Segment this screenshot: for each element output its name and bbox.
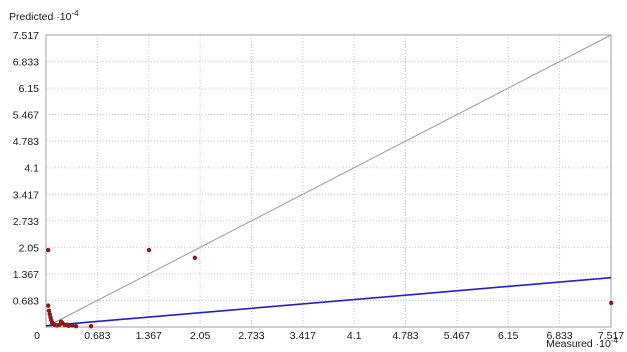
x-tick-label: 6.833 — [546, 330, 572, 342]
x-tick-label: 2.733 — [238, 330, 264, 342]
grid — [46, 35, 611, 327]
x-tick-label: 1.367 — [136, 330, 162, 342]
data-point — [46, 308, 52, 313]
data-points — [46, 247, 614, 329]
fit-lines — [45, 34, 612, 328]
data-point — [70, 323, 75, 328]
data-point — [73, 324, 79, 329]
series-line — [45, 276, 612, 327]
y-tick-label: 4.1 — [24, 163, 39, 175]
y-tick-label: 7.517 — [13, 30, 39, 42]
data-point — [66, 323, 71, 329]
x-axis-title: Measured ·10-4 — [546, 336, 618, 350]
x-tick-label: 6.15 — [498, 330, 519, 342]
series-line — [45, 34, 612, 328]
data-point — [46, 303, 51, 308]
data-point — [609, 300, 614, 306]
x-tick-label: 5.467 — [444, 330, 470, 342]
x-tick-label: 4.783 — [392, 330, 418, 342]
x-tick-label: 7.517 — [598, 330, 624, 342]
data-point — [192, 255, 198, 261]
y-tick-label: 4.783 — [13, 136, 39, 148]
x-tick-label: 0 — [34, 330, 40, 342]
x-tick-label: 2.05 — [190, 330, 211, 342]
y-tick-label: 2.05 — [19, 242, 40, 254]
x-tick-label: 3.417 — [290, 330, 316, 342]
y-tick-label: 5.467 — [13, 110, 39, 122]
y-axis-title: Predicted ·10-4 — [9, 9, 79, 23]
x-tick-label: 0.683 — [84, 330, 110, 342]
x-tick-labels: 0 0.683 1.367 2.05 2.733 3.417 4.1 4.783 5.467 6.… — [34, 330, 624, 342]
data-point — [146, 247, 152, 253]
y-tick-label: 2.733 — [13, 216, 39, 228]
y-tick-label: 6.833 — [13, 57, 39, 69]
plot-frame — [45, 34, 612, 328]
y-tick-label: 6.15 — [19, 83, 40, 95]
y-tick-label: 1.367 — [13, 269, 39, 281]
x-tick-label: 4.1 — [347, 330, 362, 342]
data-point — [88, 324, 94, 329]
y-tick-labels: 0.683 1.367 2.05 2.733 3.417 4.1 4.783 5.467 6.1… — [13, 30, 39, 307]
data-point — [46, 247, 51, 253]
y-tick-label: 0.683 — [13, 295, 39, 307]
y-tick-label: 3.417 — [13, 189, 39, 201]
